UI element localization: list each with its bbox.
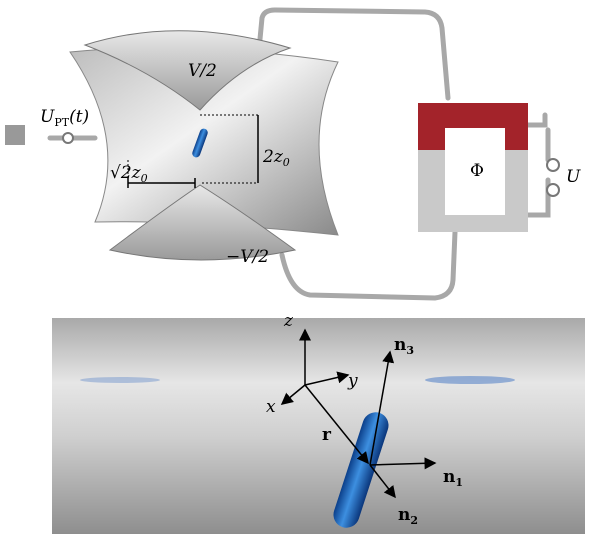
label: U — [566, 167, 581, 187]
reflection — [425, 376, 515, 384]
flux-box-top — [418, 103, 528, 150]
terminal — [546, 158, 560, 172]
terminal — [62, 132, 74, 144]
dimension-lines — [127, 114, 259, 188]
flux-box-bottom — [418, 150, 528, 232]
label: y — [347, 371, 358, 391]
label: n3 — [394, 335, 414, 357]
reflection — [80, 377, 160, 383]
label: x — [266, 397, 276, 417]
top-electrode — [83, 30, 292, 111]
terminal — [546, 183, 560, 197]
label: n2 — [398, 505, 418, 527]
label: n1 — [443, 467, 463, 489]
label: V/2 — [188, 61, 217, 81]
bottom-electrode — [108, 184, 297, 261]
label: Φ — [470, 161, 484, 181]
label: UPT(t) — [40, 107, 89, 129]
particle — [192, 128, 208, 158]
label: 2z0 — [262, 147, 290, 169]
label: √2z0 — [110, 163, 148, 185]
label: r — [322, 425, 332, 445]
zoom-panel — [52, 318, 585, 534]
axes — [280, 328, 437, 499]
label: z — [283, 311, 294, 331]
plug — [5, 125, 25, 145]
label: −V/2 — [226, 247, 269, 267]
